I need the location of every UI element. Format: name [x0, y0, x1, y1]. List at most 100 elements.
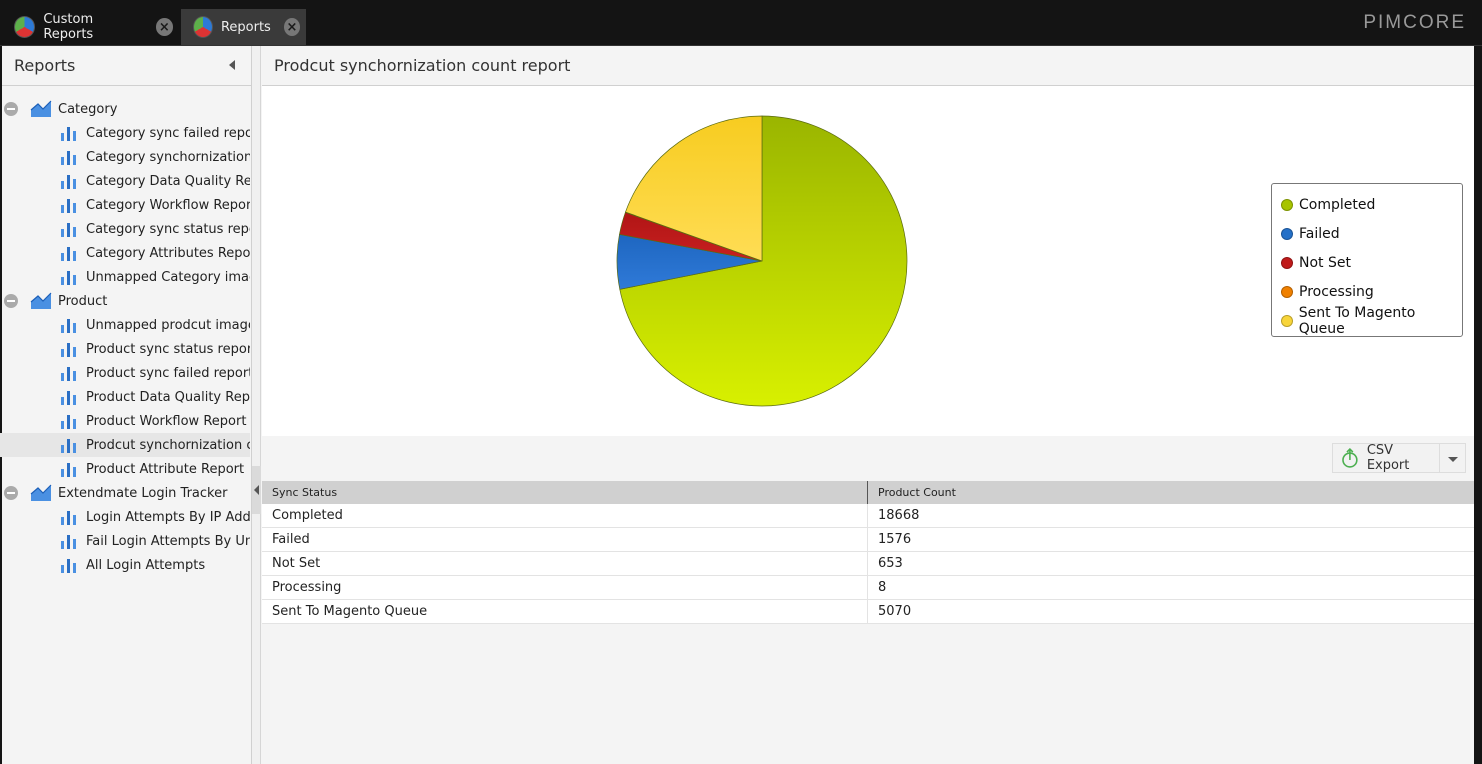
legend-marker [1281, 198, 1293, 211]
column-header-product-count[interactable]: Product Count [878, 486, 956, 499]
cell-product-count: 653 [878, 556, 903, 571]
globe-icon [193, 16, 213, 38]
tree-item-report[interactable]: Prodcut synchornization co [0, 433, 250, 457]
collapse-group-icon[interactable] [4, 102, 18, 116]
table-row[interactable]: Processing 8 [262, 576, 1474, 600]
collapse-group-icon[interactable] [4, 294, 18, 308]
tree-item-label: Product Attribute Report [86, 461, 245, 477]
cell-product-count: 8 [878, 580, 887, 595]
area-chart-icon [30, 100, 52, 117]
cell-sync-status: Failed [262, 528, 868, 551]
close-icon[interactable]: × [283, 18, 300, 36]
tree-item-label: Category sync failed report [86, 125, 250, 141]
bar-chart-icon [61, 271, 76, 285]
table-row[interactable]: Not Set 653 [262, 552, 1474, 576]
bar-chart-icon [61, 391, 76, 405]
table-row[interactable]: Completed 18668 [262, 504, 1474, 528]
legend-marker [1281, 227, 1293, 240]
report-grid: Sync Status Product Count Completed 18668… [262, 481, 1474, 624]
legend-label: Completed [1299, 196, 1376, 213]
collapse-sidebar-icon[interactable] [229, 60, 235, 70]
tree-group-extendmate-login-tracker[interactable]: Extendmate Login Tracker [0, 481, 250, 505]
sidebar-title: Reports [14, 56, 76, 75]
tree-group-product[interactable]: Product [0, 289, 250, 313]
legend-marker [1281, 285, 1293, 298]
cell-sync-status: Completed [262, 504, 868, 527]
legend-marker [1281, 314, 1293, 327]
splitter-handle[interactable] [252, 466, 261, 514]
legend-item[interactable]: Processing [1272, 277, 1462, 306]
bar-chart-icon [61, 199, 76, 213]
area-chart-icon [30, 484, 52, 501]
tree-item-label: Unmapped prodcut image [86, 317, 250, 333]
tree-item-label: Category Attributes Report [86, 245, 250, 261]
pie-slice-completed[interactable] [619, 115, 908, 407]
tree-item-report[interactable]: Category Data Quality Repo [0, 169, 250, 193]
tree-item-report[interactable]: Category synchornization c [0, 145, 250, 169]
tree-item-label: Prodcut synchornization co [86, 437, 250, 453]
bar-chart-icon [61, 415, 76, 429]
bar-chart-icon [61, 247, 76, 261]
tree-item-report[interactable]: Unmapped Category image [0, 265, 250, 289]
tree-item-label: Category Data Quality Repo [86, 173, 250, 189]
legend-marker [1281, 256, 1293, 269]
legend-label: Failed [1299, 225, 1340, 242]
bar-chart-icon [61, 463, 76, 477]
export-options-dropdown[interactable] [1440, 443, 1466, 473]
legend-item[interactable]: Sent To Magento Queue [1272, 305, 1462, 337]
tree-item-label: Login Attempts By IP Addre [86, 509, 250, 525]
splitter[interactable] [252, 46, 261, 764]
bar-chart-icon [61, 151, 76, 165]
legend-item[interactable]: Completed [1272, 190, 1462, 219]
chart-area: Completed Failed Not Set Processing Sent To … [262, 86, 1474, 436]
tree-item-report[interactable]: Category sync status repor [0, 217, 250, 241]
tree-item-report[interactable]: Product Attribute Report [0, 457, 250, 481]
legend-item[interactable]: Not Set [1272, 248, 1462, 277]
tree-item-label: Product Workflow Report [86, 413, 247, 429]
tree-item-report[interactable]: Login Attempts By IP Addre [0, 505, 250, 529]
legend-item[interactable]: Failed [1272, 219, 1462, 248]
csv-export-label: CSV Export [1366, 443, 1410, 473]
cell-product-count: 18668 [878, 508, 920, 523]
csv-export-button[interactable]: CSV Export [1332, 443, 1440, 473]
column-header-sync-status[interactable]: Sync Status [262, 481, 868, 504]
chart-legend: Completed Failed Not Set Processing Sent To … [1271, 183, 1463, 337]
reports-sidebar: Reports [0, 46, 252, 764]
tree-item-report[interactable]: All Login Attempts [0, 553, 250, 577]
tree-group-label: Category [58, 101, 118, 117]
tree-item-report[interactable]: Product sync failed report [0, 361, 250, 385]
cell-product-count: 5070 [878, 604, 912, 619]
pie-slice-sent-to-magento-queue[interactable] [625, 115, 763, 262]
bar-chart-icon [61, 127, 76, 141]
grid-header: Sync Status Product Count [262, 481, 1474, 504]
tree-item-label: Category sync status repor [86, 221, 250, 237]
close-icon[interactable]: × [155, 18, 174, 36]
tree-item-report[interactable]: Fail Login Attempts By Unk [0, 529, 250, 553]
tree-group-label: Extendmate Login Tracker [58, 485, 228, 501]
table-row[interactable]: Failed 1576 [262, 528, 1474, 552]
globe-icon [14, 16, 36, 38]
sidebar-header: Reports [2, 46, 251, 86]
tree-item-report[interactable]: Product sync status report [0, 337, 250, 361]
bar-chart-icon [61, 319, 76, 333]
tree-group-category[interactable]: Category [0, 97, 250, 121]
tree-item-report[interactable]: Product Workflow Report [0, 409, 250, 433]
table-row[interactable]: Sent To Magento Queue 5070 [262, 600, 1474, 624]
tab-reports[interactable]: Reports × [181, 9, 306, 45]
tab-custom-reports[interactable]: Custom Reports × [2, 9, 179, 45]
tree-item-label: Category synchornization c [86, 149, 250, 165]
report-tree: Category Category sync failed report Categ… [0, 97, 250, 577]
tree-group-label: Product [58, 293, 108, 309]
tree-item-report[interactable]: Category Workflow Report [0, 193, 250, 217]
export-icon [1342, 448, 1358, 468]
grid-toolbar: CSV Export [262, 436, 1474, 481]
collapse-group-icon[interactable] [4, 486, 18, 500]
tree-item-label: Product sync failed report [86, 365, 250, 381]
bar-chart-icon [61, 511, 76, 525]
cell-sync-status: Sent To Magento Queue [262, 600, 868, 623]
tree-item-report[interactable]: Product Data Quality Repor [0, 385, 250, 409]
bar-chart-icon [61, 223, 76, 237]
tree-item-report[interactable]: Category sync failed report [0, 121, 250, 145]
tree-item-report[interactable]: Category Attributes Report [0, 241, 250, 265]
tree-item-report[interactable]: Unmapped prodcut image [0, 313, 250, 337]
